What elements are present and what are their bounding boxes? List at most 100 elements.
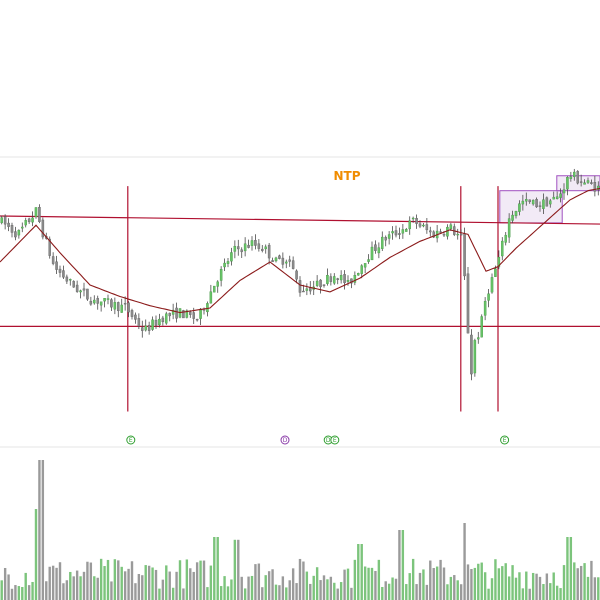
- volume-bar: [576, 568, 579, 600]
- candle-body: [360, 265, 363, 274]
- candle-body: [579, 181, 583, 183]
- volume-bar: [586, 576, 590, 600]
- volume-bar: [497, 568, 501, 600]
- volume-bar: [370, 567, 374, 600]
- candle-body: [562, 189, 566, 194]
- candle-body: [120, 304, 123, 313]
- moving-average-line: [0, 187, 600, 314]
- volume-bar: [41, 460, 45, 600]
- volume-bar: [528, 588, 531, 600]
- candle: [216, 280, 219, 293]
- candle: [41, 217, 45, 240]
- volume-bar: [285, 587, 288, 600]
- volume-bar: [206, 587, 209, 600]
- candle: [120, 298, 123, 313]
- volume-bar: [439, 559, 442, 600]
- candle: [93, 295, 96, 305]
- candle-body: [219, 268, 223, 281]
- candle: [333, 273, 336, 285]
- candle-body: [189, 311, 192, 315]
- volume-bar: [223, 576, 226, 600]
- candle: [21, 222, 24, 233]
- candle: [110, 298, 113, 312]
- candle: [295, 269, 298, 284]
- candle: [398, 227, 401, 240]
- volume-bar: [233, 539, 237, 600]
- volume-bar: [113, 559, 117, 600]
- candle-body: [490, 277, 494, 293]
- candle: [559, 188, 562, 203]
- candle: [518, 200, 521, 216]
- volume-bar: [346, 568, 350, 600]
- candle: [473, 338, 477, 377]
- candle: [367, 254, 370, 264]
- candle: [51, 252, 55, 266]
- candle: [470, 329, 473, 381]
- candle-body: [86, 288, 89, 300]
- volume-bar: [555, 585, 559, 600]
- volume-bar: [216, 537, 219, 600]
- candle-body: [137, 318, 141, 327]
- volume-bar: [470, 569, 473, 600]
- volume-bar: [82, 571, 86, 600]
- candle-body: [466, 273, 470, 334]
- event-marker-circle: [280, 435, 290, 445]
- candle-body: [192, 312, 195, 319]
- candle: [545, 196, 549, 207]
- candle-body: [288, 259, 291, 262]
- volume-bar: [38, 460, 41, 600]
- candle: [579, 174, 583, 187]
- candle-body: [154, 319, 158, 326]
- volume-bar: [545, 573, 549, 600]
- candle-body: [411, 217, 415, 220]
- volume-bar: [110, 581, 113, 600]
- candle-body: [302, 290, 305, 293]
- candle: [569, 171, 573, 182]
- volume-bar: [559, 588, 562, 600]
- volume-bar: [240, 576, 243, 600]
- candle-body: [370, 246, 374, 261]
- candle: [477, 331, 480, 344]
- candle: [394, 225, 398, 238]
- event-marker-circle: [126, 435, 136, 445]
- volume-bar: [525, 571, 528, 600]
- candle-body: [401, 229, 405, 234]
- volume-bar: [432, 568, 435, 600]
- candle-body: [545, 197, 549, 207]
- volume-bar: [463, 523, 466, 600]
- candle: [555, 191, 559, 200]
- candle: [233, 240, 237, 259]
- candle-body: [168, 312, 171, 317]
- volume-bar: [333, 582, 336, 600]
- candle: [432, 230, 435, 239]
- candle: [480, 314, 483, 338]
- candle-body: [549, 200, 552, 205]
- candle-body: [531, 199, 535, 205]
- volume-bar: [264, 575, 267, 600]
- volume-bar: [34, 509, 38, 600]
- volume-bar: [593, 577, 597, 600]
- candle-body: [151, 319, 154, 330]
- volume-bar: [99, 558, 103, 600]
- volume-bar: [408, 573, 411, 600]
- candle: [322, 284, 326, 288]
- candle: [82, 282, 86, 297]
- volume-bar: [65, 580, 69, 600]
- candle: [151, 316, 154, 331]
- candle: [250, 236, 254, 251]
- candle-body: [295, 270, 298, 280]
- candle: [123, 296, 127, 311]
- candle: [535, 197, 538, 208]
- candle-body: [65, 276, 69, 282]
- event-marker-4: E: [330, 435, 340, 445]
- candle-body: [69, 279, 72, 281]
- resistance-line: [0, 215, 600, 225]
- volume-bar: [130, 561, 134, 600]
- candle: [237, 239, 240, 256]
- candle-body: [82, 288, 86, 291]
- volume-bar: [466, 564, 470, 600]
- candle-body: [377, 247, 381, 254]
- candle-body: [223, 262, 226, 268]
- candle-body: [281, 257, 285, 265]
